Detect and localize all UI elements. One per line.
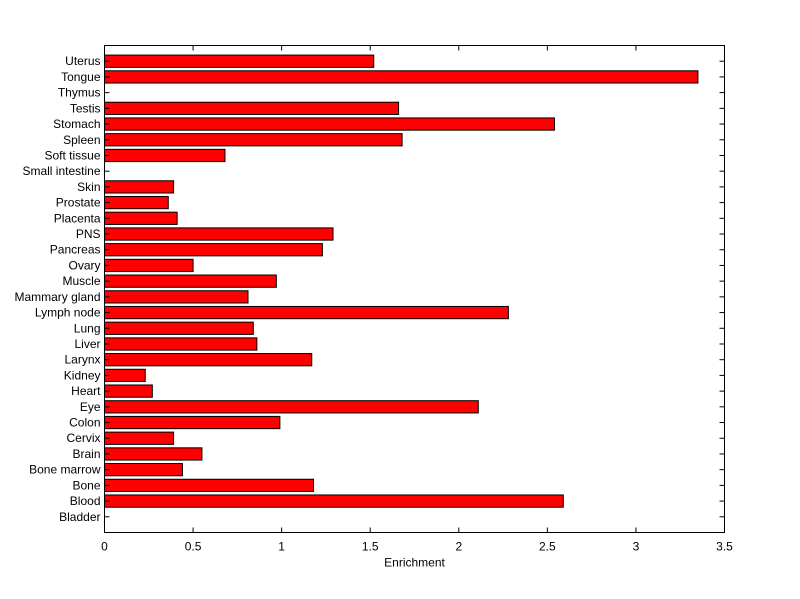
y-tick-label: Lung [74, 321, 101, 335]
y-tick-label: Brain [72, 447, 100, 461]
x-tick-label: 0.5 [185, 540, 202, 554]
y-tick-label: Larynx [64, 353, 100, 367]
x-tick-label: 1.5 [362, 540, 379, 554]
bar-lymph-node [104, 305, 509, 320]
bar-mammary-gland [104, 290, 249, 304]
y-tick-label: Bone [72, 478, 100, 492]
y-tick-label: Skin [77, 180, 100, 194]
y-tick-label: Mammary gland [14, 290, 100, 304]
bar-liver [104, 337, 258, 351]
bar-eye [104, 400, 479, 414]
y-tick-label: Bone marrow [29, 463, 101, 477]
plot-frame [104, 45, 725, 533]
x-tick-label: 2.5 [539, 540, 556, 554]
y-tick-label: Testis [70, 101, 101, 115]
x-tick-label: 1 [278, 540, 285, 554]
y-tick-label: Tongue [61, 70, 101, 84]
x-ticks-group: 0 0.5 1 1.5 2 2.5 3 3.5 [101, 45, 733, 554]
y-tick-label: Placenta [54, 211, 101, 225]
y-tick-label: Lymph node [35, 306, 101, 320]
bar-soft-tissue [104, 148, 226, 163]
bar-heart [104, 384, 153, 398]
y-tick-label: PNS [76, 227, 101, 241]
bar-uterus [104, 54, 375, 68]
y-tick-label: Heart [71, 384, 101, 398]
y-tick-label: Prostate [56, 196, 101, 210]
bar-bone [104, 478, 315, 492]
y-tick-label: Liver [74, 337, 100, 351]
bar-larynx [104, 353, 313, 367]
y-tick-label: Ovary [68, 258, 100, 272]
x-tick-label: 0 [101, 540, 108, 554]
y-tick-label: Thymus [58, 86, 101, 100]
bar-lung [104, 321, 254, 335]
bar-muscle [104, 274, 277, 288]
bar-skin [104, 180, 175, 194]
bar-placenta [104, 211, 178, 225]
bar-prostate [104, 195, 169, 210]
bar-brain [104, 447, 203, 461]
bar-pns [104, 227, 334, 241]
y-tick-label: Small intestine [22, 164, 100, 178]
y-tick-label: Stomach [53, 117, 100, 131]
y-tick-label: Pancreas [50, 243, 101, 257]
x-tick-label: 3.5 [716, 540, 733, 554]
bars-group [104, 54, 699, 508]
y-tick-label: Cervix [66, 431, 100, 445]
y-tick-label: Spleen [63, 133, 100, 147]
y-tick-label: Kidney [64, 368, 101, 382]
x-axis-title: Enrichment [384, 556, 445, 570]
bar-cervix [104, 431, 175, 445]
y-tick-label: Uterus [65, 54, 100, 68]
x-tick-label: 2 [455, 540, 462, 554]
y-tick-label: Colon [69, 416, 100, 430]
bar-testis [104, 101, 400, 115]
bar-spleen [104, 133, 403, 147]
bar-stomach [104, 117, 555, 131]
bar-pancreas [104, 243, 323, 257]
y-tick-label: Eye [80, 400, 101, 414]
bar-blood [104, 494, 564, 508]
bar-ovary [104, 258, 194, 273]
y-tick-label: Bladder [59, 510, 100, 524]
y-tick-label: Blood [70, 494, 101, 508]
bar-tongue [104, 70, 699, 84]
x-tick-label: 3 [633, 540, 640, 554]
y-tick-label: Muscle [62, 274, 100, 288]
bar-colon [104, 415, 281, 430]
y-tick-label: Soft tissue [44, 148, 100, 162]
bar-kidney [104, 368, 146, 383]
bar-bone-marrow [104, 463, 183, 477]
